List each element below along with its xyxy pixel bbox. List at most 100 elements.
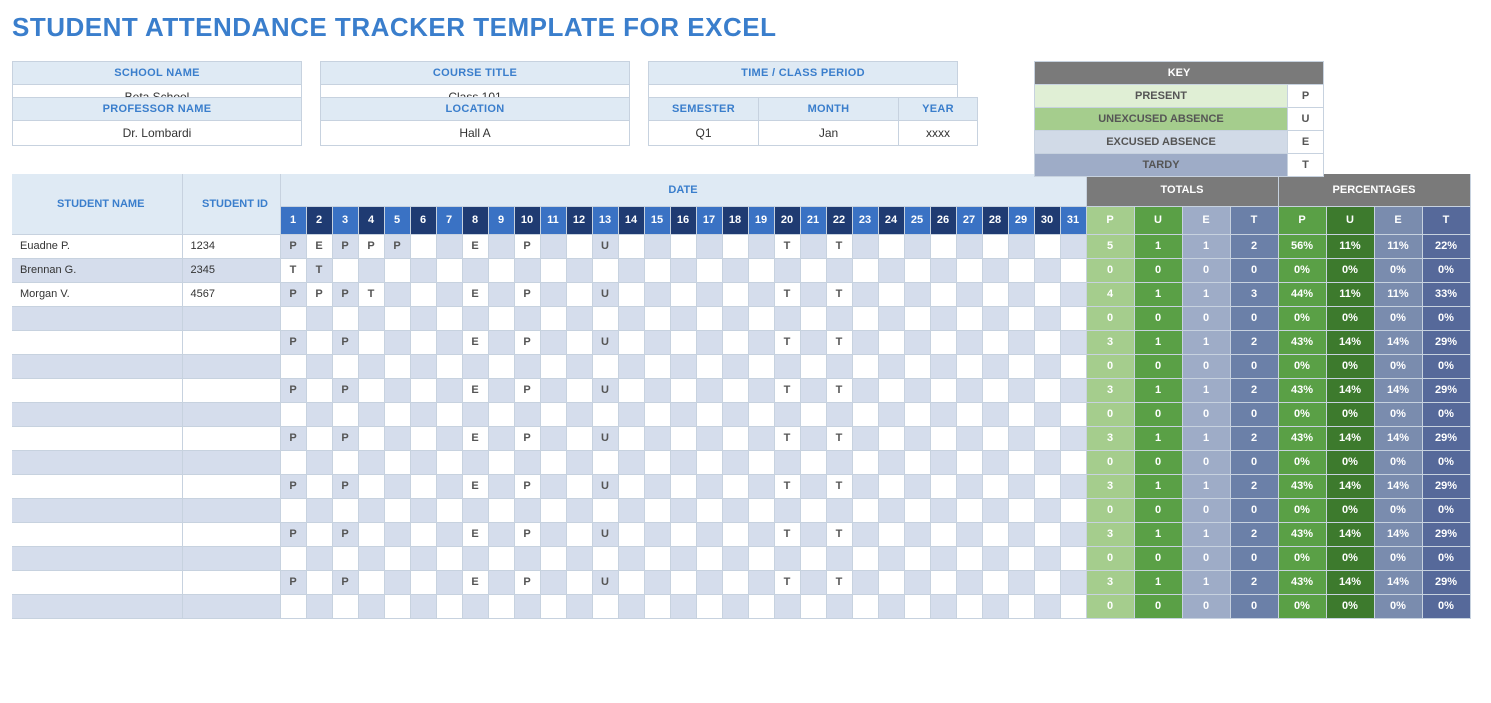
attendance-cell[interactable]: T (358, 282, 384, 306)
attendance-cell[interactable] (826, 450, 852, 474)
attendance-cell[interactable]: T (280, 258, 306, 282)
attendance-cell[interactable] (1008, 450, 1034, 474)
attendance-cell[interactable] (436, 522, 462, 546)
attendance-cell[interactable] (566, 426, 592, 450)
attendance-cell[interactable]: E (462, 234, 488, 258)
attendance-cell[interactable] (1060, 330, 1086, 354)
student-name-cell[interactable] (12, 402, 182, 426)
attendance-cell[interactable] (488, 522, 514, 546)
attendance-cell[interactable] (644, 234, 670, 258)
attendance-cell[interactable] (904, 378, 930, 402)
attendance-cell[interactable] (956, 498, 982, 522)
attendance-cell[interactable] (306, 522, 332, 546)
attendance-cell[interactable] (644, 570, 670, 594)
attendance-cell[interactable] (982, 450, 1008, 474)
attendance-cell[interactable] (436, 354, 462, 378)
attendance-cell[interactable] (852, 570, 878, 594)
attendance-cell[interactable] (410, 474, 436, 498)
attendance-cell[interactable] (566, 282, 592, 306)
attendance-cell[interactable] (358, 378, 384, 402)
attendance-cell[interactable] (306, 426, 332, 450)
attendance-cell[interactable] (1034, 234, 1060, 258)
attendance-cell[interactable] (852, 330, 878, 354)
attendance-cell[interactable] (696, 258, 722, 282)
attendance-cell[interactable] (1008, 354, 1034, 378)
attendance-cell[interactable]: T (774, 474, 800, 498)
year-value[interactable]: xxxx (899, 121, 977, 145)
attendance-cell[interactable] (670, 354, 696, 378)
attendance-cell[interactable] (618, 378, 644, 402)
attendance-cell[interactable] (1034, 426, 1060, 450)
attendance-cell[interactable] (332, 306, 358, 330)
student-name-cell[interactable] (12, 378, 182, 402)
student-name-cell[interactable]: Brennan G. (12, 258, 182, 282)
attendance-cell[interactable] (696, 330, 722, 354)
attendance-cell[interactable] (800, 258, 826, 282)
attendance-cell[interactable] (800, 234, 826, 258)
attendance-cell[interactable] (852, 498, 878, 522)
attendance-cell[interactable] (410, 426, 436, 450)
attendance-cell[interactable]: P (384, 234, 410, 258)
attendance-cell[interactable] (540, 258, 566, 282)
attendance-cell[interactable] (358, 546, 384, 570)
attendance-cell[interactable] (488, 258, 514, 282)
attendance-cell[interactable] (696, 282, 722, 306)
student-id-cell[interactable] (182, 378, 280, 402)
attendance-cell[interactable] (670, 474, 696, 498)
attendance-cell[interactable]: P (332, 522, 358, 546)
attendance-cell[interactable] (540, 474, 566, 498)
attendance-cell[interactable] (878, 306, 904, 330)
attendance-cell[interactable] (852, 234, 878, 258)
attendance-cell[interactable] (1008, 570, 1034, 594)
attendance-cell[interactable] (644, 522, 670, 546)
attendance-cell[interactable] (644, 426, 670, 450)
attendance-cell[interactable]: T (774, 522, 800, 546)
attendance-cell[interactable] (592, 402, 618, 426)
attendance-cell[interactable] (956, 426, 982, 450)
attendance-cell[interactable] (280, 306, 306, 330)
attendance-cell[interactable]: P (514, 474, 540, 498)
attendance-cell[interactable] (436, 258, 462, 282)
attendance-cell[interactable] (540, 594, 566, 618)
attendance-cell[interactable] (722, 402, 748, 426)
attendance-cell[interactable] (592, 546, 618, 570)
attendance-cell[interactable] (852, 402, 878, 426)
attendance-cell[interactable] (930, 402, 956, 426)
attendance-cell[interactable] (358, 522, 384, 546)
attendance-cell[interactable] (930, 498, 956, 522)
attendance-cell[interactable] (982, 330, 1008, 354)
student-id-cell[interactable] (182, 306, 280, 330)
attendance-cell[interactable] (592, 354, 618, 378)
attendance-cell[interactable] (800, 402, 826, 426)
attendance-cell[interactable] (540, 234, 566, 258)
attendance-cell[interactable]: E (462, 522, 488, 546)
attendance-cell[interactable] (956, 402, 982, 426)
attendance-cell[interactable] (852, 282, 878, 306)
attendance-cell[interactable] (1034, 498, 1060, 522)
attendance-cell[interactable] (644, 402, 670, 426)
attendance-cell[interactable] (930, 570, 956, 594)
attendance-cell[interactable] (904, 330, 930, 354)
attendance-cell[interactable] (982, 570, 1008, 594)
attendance-cell[interactable]: U (592, 234, 618, 258)
attendance-cell[interactable] (982, 522, 1008, 546)
attendance-cell[interactable] (748, 570, 774, 594)
attendance-cell[interactable] (722, 378, 748, 402)
attendance-cell[interactable] (1034, 546, 1060, 570)
attendance-cell[interactable] (1008, 594, 1034, 618)
attendance-cell[interactable] (644, 474, 670, 498)
attendance-cell[interactable] (462, 402, 488, 426)
attendance-cell[interactable] (748, 522, 774, 546)
student-name-cell[interactable] (12, 450, 182, 474)
student-name-cell[interactable] (12, 426, 182, 450)
attendance-cell[interactable] (878, 258, 904, 282)
attendance-cell[interactable] (722, 354, 748, 378)
attendance-cell[interactable] (878, 546, 904, 570)
attendance-cell[interactable] (514, 354, 540, 378)
attendance-cell[interactable]: T (774, 282, 800, 306)
attendance-cell[interactable] (722, 330, 748, 354)
attendance-cell[interactable] (982, 354, 1008, 378)
attendance-cell[interactable] (774, 306, 800, 330)
attendance-cell[interactable] (930, 282, 956, 306)
attendance-cell[interactable] (982, 498, 1008, 522)
